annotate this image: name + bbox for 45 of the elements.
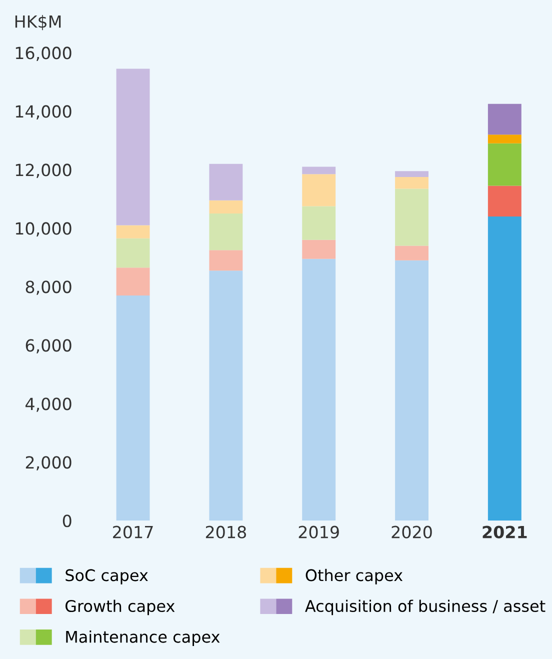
y-tick-label: 12,000 [16,164,72,178]
bar [488,104,522,135]
bar [302,258,336,521]
y-tick-label: 0 [62,514,72,528]
x-tick-label: 2021 [482,526,527,538]
legend-label: Acquisition of business / asset [305,600,546,616]
y-tick-label: 6,000 [26,339,72,354]
bar [116,238,150,268]
bar [209,250,243,271]
bar [209,164,243,200]
legend-label: Maintenance capex [66,630,220,646]
bar [116,268,150,296]
bar [488,134,522,144]
bar [488,216,522,521]
y-axis-title: HK$M [15,15,61,30]
legend-label: SoC capex [66,569,148,584]
y-tick-label: 10,000 [16,222,72,236]
y-tick-label: 16,000 [16,46,72,61]
bar [302,166,336,174]
y-tick-label: 14,000 [16,105,72,120]
bar [116,68,150,226]
bar [116,225,150,238]
bar [209,270,243,521]
bar [302,206,336,240]
bar [488,143,522,186]
bar [116,295,150,521]
legend-label: Other capex [306,568,403,584]
bar [395,260,428,521]
bar [302,240,336,259]
y-tick-label: 8,000 [26,280,72,295]
bar [395,246,428,260]
bar [395,171,428,178]
y-tick-label: 2,000 [26,456,72,470]
x-tick-label: 2019 [298,526,339,538]
x-tick-label: 2018 [206,526,246,538]
bar [302,174,336,206]
x-tick-label: 2017 [113,526,153,538]
x-tick-label: 2020 [392,526,432,538]
y-tick-label: 4,000 [26,398,72,412]
bar [209,214,243,250]
bar [209,200,243,214]
bar [395,188,428,246]
bar [488,186,522,216]
bar [395,177,428,189]
legend-label: Growth capex [66,600,175,616]
